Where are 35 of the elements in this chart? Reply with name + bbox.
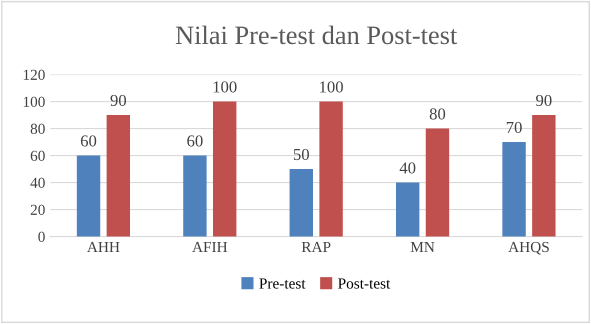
bar bbox=[502, 142, 526, 237]
y-tick-label: 40 bbox=[30, 178, 45, 188]
data-label: 60 bbox=[80, 135, 96, 147]
x-tick-label: AHQS bbox=[508, 242, 549, 254]
y-tick-label: 0 bbox=[38, 232, 45, 242]
y-tick-label: 60 bbox=[30, 150, 45, 161]
y-tick-label: 80 bbox=[30, 124, 45, 134]
data-label: 80 bbox=[430, 108, 446, 120]
data-label: 70 bbox=[506, 122, 522, 134]
data-label: 100 bbox=[320, 81, 343, 93]
y-tick-label: 20 bbox=[30, 204, 45, 215]
data-label: 90 bbox=[536, 94, 552, 106]
bar bbox=[290, 169, 313, 237]
data-label: 50 bbox=[294, 148, 309, 160]
data-label: 90 bbox=[110, 94, 126, 106]
chart-title: Nilai Pre-test dan Post-test bbox=[176, 26, 458, 44]
x-tick-label: RAP bbox=[302, 242, 330, 252]
bar bbox=[396, 182, 420, 237]
data-label: 60 bbox=[187, 135, 203, 147]
y-tick-label: 100 bbox=[24, 96, 45, 107]
bar bbox=[212, 102, 236, 237]
bar bbox=[426, 128, 450, 237]
x-tick-label: AHH bbox=[87, 242, 120, 252]
x-tick-label: MN bbox=[410, 242, 435, 252]
bar bbox=[106, 115, 130, 237]
legend-label: Pre-test bbox=[259, 278, 306, 289]
bar bbox=[183, 156, 207, 237]
bar bbox=[319, 102, 343, 237]
y-tick-label: 120 bbox=[24, 70, 45, 80]
legend-label: Post-test bbox=[338, 278, 390, 289]
bar bbox=[532, 115, 556, 237]
data-label: 40 bbox=[400, 162, 416, 174]
bar bbox=[76, 156, 100, 237]
x-tick-label: AFIH bbox=[192, 242, 228, 252]
data-label: 100 bbox=[214, 81, 237, 93]
